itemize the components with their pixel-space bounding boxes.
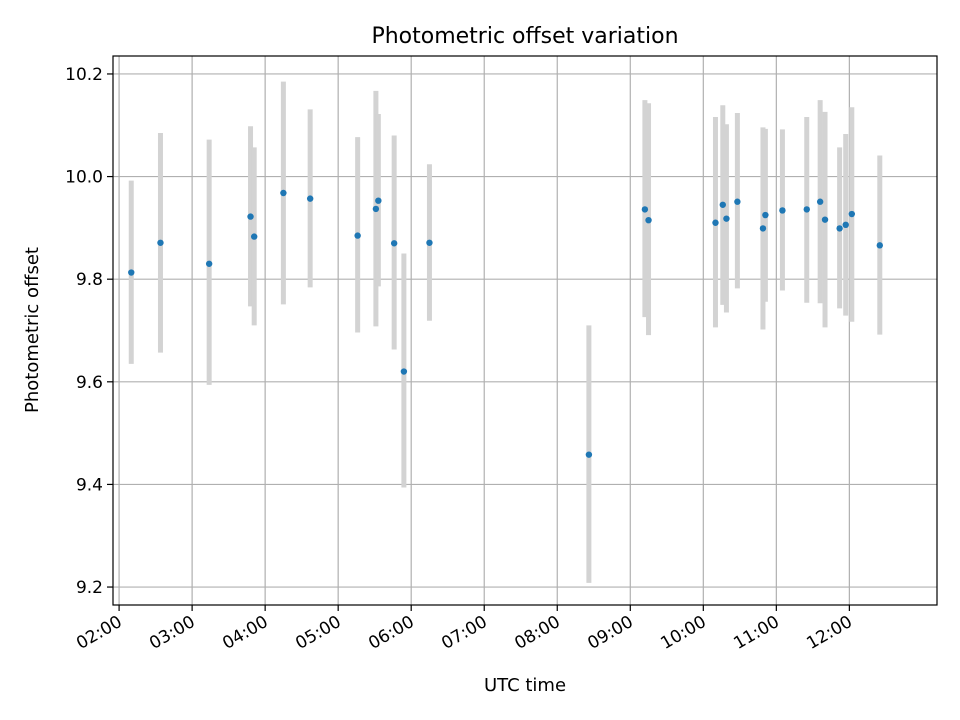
data-point bbox=[372, 205, 380, 213]
data-point bbox=[712, 219, 719, 226]
data-point bbox=[723, 215, 730, 222]
data-point bbox=[734, 198, 741, 205]
data-point bbox=[759, 225, 767, 232]
data-point bbox=[390, 240, 398, 247]
data-point bbox=[816, 198, 824, 205]
data-point bbox=[585, 451, 593, 458]
data-point bbox=[762, 211, 769, 219]
data-point bbox=[375, 197, 382, 204]
data-point bbox=[400, 368, 408, 375]
y-tick-label: 9.8 bbox=[76, 270, 103, 290]
y-tick-label: 10.0 bbox=[65, 168, 103, 188]
y-tick-label: 9.6 bbox=[76, 373, 103, 393]
data-point bbox=[641, 206, 649, 213]
data-point bbox=[842, 221, 849, 229]
data-points bbox=[128, 189, 883, 458]
data-point bbox=[247, 213, 254, 220]
data-point bbox=[803, 206, 810, 213]
y-axis-label: Photometric offset bbox=[22, 247, 43, 413]
data-point bbox=[354, 232, 361, 239]
chart-title: Photometric offset variation bbox=[371, 24, 678, 49]
data-point bbox=[779, 207, 786, 214]
y-tick-label: 10.2 bbox=[65, 65, 103, 85]
data-point bbox=[426, 239, 433, 246]
data-point bbox=[157, 239, 164, 246]
plot-frame bbox=[112, 55, 938, 606]
data-point bbox=[280, 189, 287, 197]
data-point bbox=[876, 242, 883, 249]
y-tick-label: 9.4 bbox=[76, 475, 103, 495]
y-axis-ticks: 9.2 9.4 9.6 9.8 10.0 10.2 bbox=[65, 65, 113, 598]
data-point bbox=[250, 233, 258, 240]
y-tick-label: 9.2 bbox=[76, 578, 103, 598]
x-axis-label: UTC time bbox=[484, 675, 566, 696]
data-point bbox=[645, 216, 652, 224]
data-point bbox=[719, 201, 726, 208]
data-point bbox=[306, 195, 314, 202]
data-point bbox=[836, 225, 843, 232]
data-point bbox=[128, 269, 135, 276]
data-point bbox=[821, 216, 829, 223]
data-point bbox=[848, 210, 856, 218]
data-point bbox=[205, 260, 213, 267]
